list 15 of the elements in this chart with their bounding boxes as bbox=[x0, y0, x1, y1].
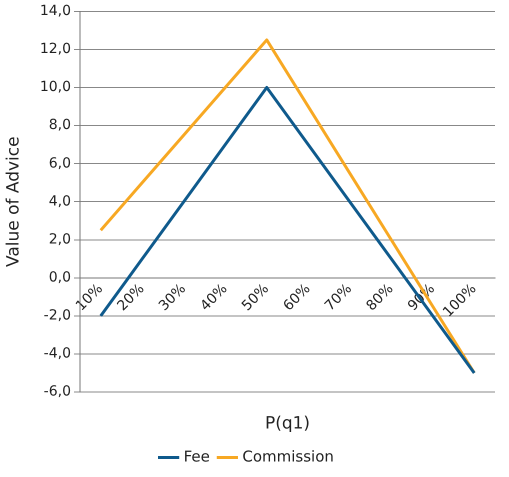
y-tick-label: 8,0 bbox=[48, 117, 71, 134]
y-tick-label: -6,0 bbox=[44, 384, 71, 400]
y-tick-label: 10,0 bbox=[40, 79, 71, 96]
x-axis-title: P(q1) bbox=[264, 413, 310, 434]
y-tick-label: 6,0 bbox=[48, 155, 71, 172]
legend-label: Fee bbox=[184, 447, 210, 466]
y-tick-label: -2,0 bbox=[44, 308, 71, 324]
y-tick-label: 2,0 bbox=[48, 231, 71, 248]
legend-label: Commission bbox=[242, 447, 334, 466]
y-tick-label: -4,0 bbox=[44, 346, 71, 362]
y-tick-label: 4,0 bbox=[48, 193, 71, 210]
y-tick-label: 0,0 bbox=[48, 269, 71, 286]
y-tick-label: 12,0 bbox=[40, 41, 71, 58]
y-tick-label: 14,0 bbox=[40, 3, 71, 20]
y-axis-title: Value of Advice bbox=[4, 136, 24, 267]
